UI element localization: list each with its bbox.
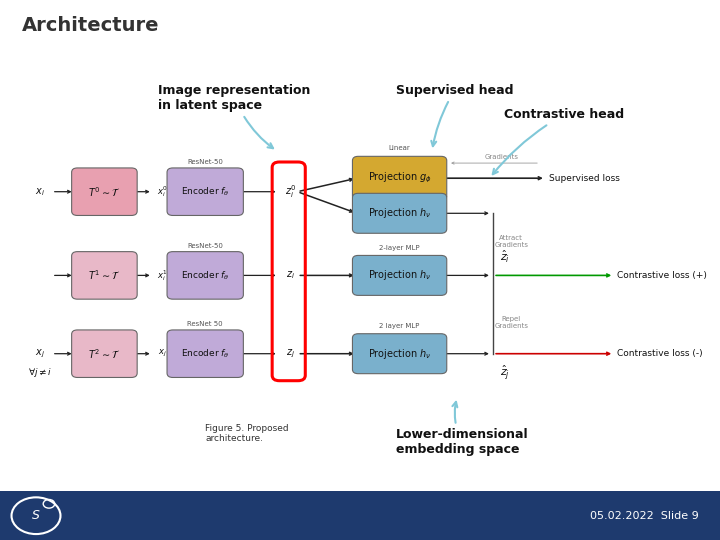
FancyBboxPatch shape — [353, 157, 446, 200]
Text: Supervised loss: Supervised loss — [549, 174, 619, 183]
Text: ResNet 50: ResNet 50 — [187, 321, 223, 327]
Text: $\hat{z}_i$: $\hat{z}_i$ — [500, 248, 510, 265]
Text: Encoder $f_\theta$: Encoder $f_\theta$ — [181, 269, 230, 282]
Text: Contrastive loss (+): Contrastive loss (+) — [617, 271, 707, 280]
Text: $z_i$: $z_i$ — [287, 269, 295, 281]
FancyBboxPatch shape — [353, 255, 446, 295]
Text: $x_i^1$: $x_i^1$ — [158, 268, 168, 283]
Text: $T^0 \sim \mathcal{T}$: $T^0 \sim \mathcal{T}$ — [88, 185, 121, 199]
Text: Figure 5. Proposed
architecture.: Figure 5. Proposed architecture. — [205, 424, 289, 443]
Text: Lower-dimensional
embedding space: Lower-dimensional embedding space — [396, 402, 528, 456]
FancyBboxPatch shape — [353, 193, 446, 233]
Text: S: S — [32, 509, 40, 522]
Text: $z_j$: $z_j$ — [287, 348, 295, 360]
Text: Encoder $f_\theta$: Encoder $f_\theta$ — [181, 347, 230, 360]
FancyBboxPatch shape — [71, 168, 137, 215]
FancyBboxPatch shape — [71, 252, 137, 299]
Text: 2-layer MLP: 2-layer MLP — [379, 183, 420, 189]
Text: Architecture: Architecture — [22, 16, 159, 35]
FancyBboxPatch shape — [167, 252, 243, 299]
Text: Contrastive loss (-): Contrastive loss (-) — [617, 349, 703, 358]
Text: $z_i^0$: $z_i^0$ — [285, 183, 297, 200]
FancyBboxPatch shape — [167, 330, 243, 377]
Text: $\hat{z}_j$: $\hat{z}_j$ — [500, 363, 510, 382]
Text: Image representation
in latent space: Image representation in latent space — [158, 84, 311, 148]
Text: ResNet-50: ResNet-50 — [187, 159, 223, 165]
Text: Projection $h_\nu$: Projection $h_\nu$ — [368, 206, 431, 220]
Text: 2-layer MLP: 2-layer MLP — [379, 245, 420, 251]
Text: Projection $h_\nu$: Projection $h_\nu$ — [368, 268, 431, 282]
Text: 05.02.2022  Slide 9: 05.02.2022 Slide 9 — [590, 511, 698, 521]
Text: $x_j$: $x_j$ — [35, 348, 45, 360]
Text: Linear: Linear — [389, 145, 410, 151]
Text: Projection $h_\nu$: Projection $h_\nu$ — [368, 347, 431, 361]
Bar — [0, 491, 720, 540]
Text: $x_i^0$: $x_i^0$ — [157, 184, 168, 199]
FancyBboxPatch shape — [71, 330, 137, 377]
Text: Gradients: Gradients — [485, 154, 518, 160]
Text: $x_i$: $x_i$ — [35, 186, 45, 198]
Text: Encoder $f_\theta$: Encoder $f_\theta$ — [181, 185, 230, 198]
Text: Attract
Gradients: Attract Gradients — [494, 235, 528, 248]
Text: ResNet-50: ResNet-50 — [187, 243, 223, 249]
Text: $\forall j \neq i$: $\forall j \neq i$ — [27, 366, 52, 379]
Text: Contrastive head: Contrastive head — [492, 108, 624, 174]
FancyBboxPatch shape — [167, 168, 243, 215]
Text: Repel
Gradients: Repel Gradients — [494, 316, 528, 329]
Text: 2 layer MLP: 2 layer MLP — [379, 323, 420, 329]
Text: $x_j$: $x_j$ — [158, 348, 167, 359]
Text: Projection $g_\phi$: Projection $g_\phi$ — [367, 171, 432, 185]
FancyBboxPatch shape — [353, 334, 446, 374]
Text: $T^1 \sim \mathcal{T}$: $T^1 \sim \mathcal{T}$ — [88, 268, 121, 282]
Text: $T^2 \sim \mathcal{T}$: $T^2 \sim \mathcal{T}$ — [88, 347, 121, 361]
Text: Supervised head: Supervised head — [396, 84, 513, 146]
